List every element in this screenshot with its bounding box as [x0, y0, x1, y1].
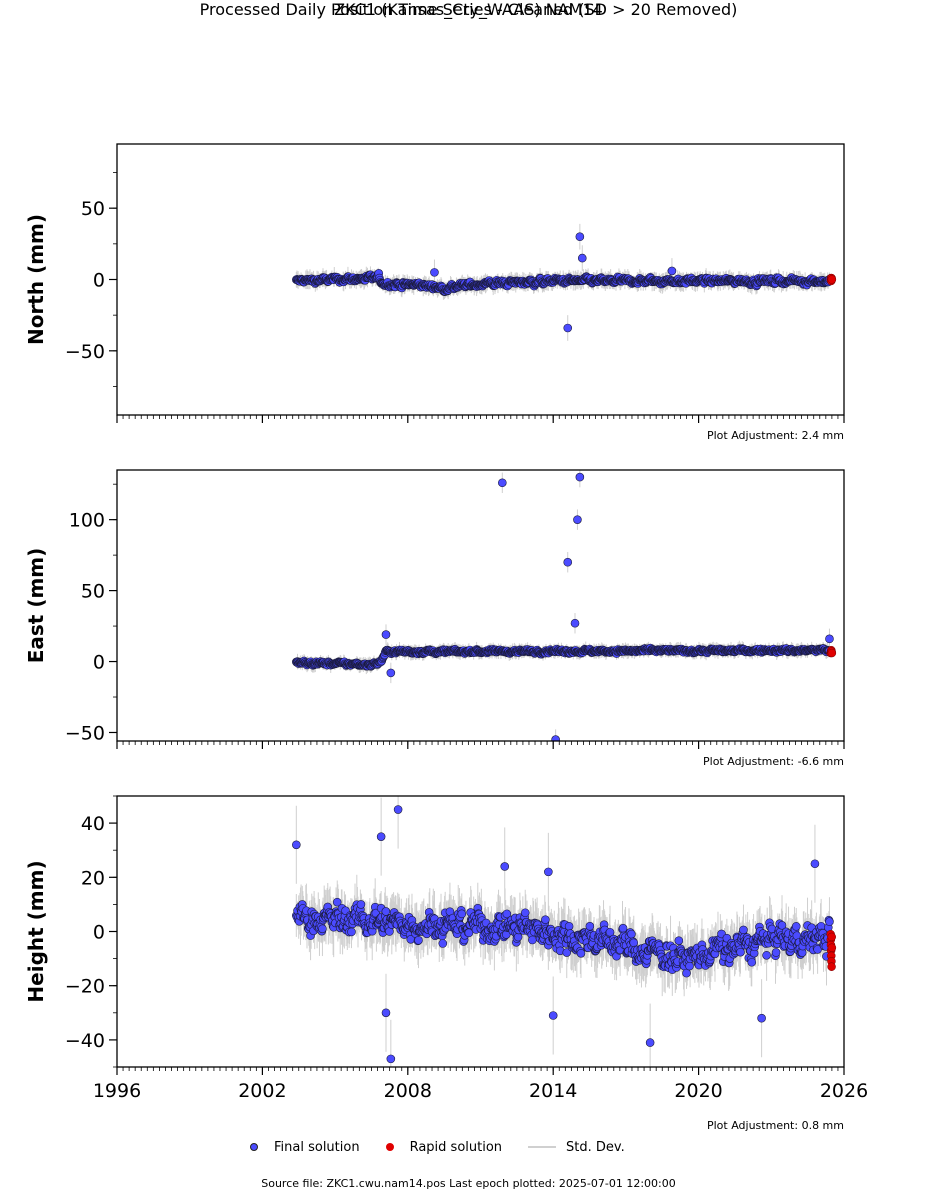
north-rapid-point — [827, 275, 837, 284]
east-plot-area — [292, 470, 837, 741]
north-y-ticks: −50 0 50 — [65, 172, 117, 387]
east-panel: −50 0 50 100 East (mm) — [24, 469, 845, 749]
east-std-dev-bars — [295, 470, 830, 741]
height-plot-area — [292, 796, 837, 1067]
chart-title: ZKC1 (Kansas_Cty_WAAS) NAM14 — [334, 0, 603, 19]
north-y-tick-label: 0 — [93, 270, 105, 292]
north-y-tick-label: 50 — [81, 198, 105, 220]
north-y-tick-label: −50 — [65, 341, 105, 363]
east-axes-frame — [116, 469, 845, 742]
east-y-tick-label: 100 — [69, 510, 105, 532]
east-x-ticks — [116, 741, 845, 749]
east-final-point — [563, 557, 573, 567]
east-final-point — [498, 478, 507, 488]
east-final-point — [386, 668, 396, 678]
height-final-point — [318, 924, 327, 934]
height-final-point — [356, 900, 366, 909]
east-y-tick-label: −50 — [65, 722, 105, 744]
height-panel: 1996 2002 2008 2014 2020 2026−40−2002040Heigh… — [24, 795, 868, 1102]
north-final-point — [430, 268, 439, 277]
north-final-point — [577, 253, 587, 263]
east-y-tick-label: 0 — [93, 652, 105, 674]
east-y-axis-label: East (mm) — [24, 548, 48, 664]
north-panel: −50 0 50 North (mm) — [24, 143, 845, 423]
east-final-points — [292, 472, 834, 741]
east-rapid-points — [826, 645, 837, 658]
east-final-point — [570, 618, 580, 628]
east-y-ticks: −50 0 50 100 — [65, 483, 117, 744]
height-final-point — [332, 897, 342, 907]
north-final-point — [667, 266, 677, 276]
north-rapid-points — [826, 273, 837, 286]
east-final-point — [551, 735, 560, 741]
east-final-point — [575, 472, 585, 482]
height-final-points — [292, 805, 834, 1064]
height-final-point — [347, 927, 356, 937]
north-x-ticks — [116, 415, 845, 423]
east-final-point — [825, 634, 834, 644]
north-final-points — [292, 232, 834, 333]
east-y-tick-label: 50 — [81, 581, 105, 603]
east-rapid-point — [827, 648, 837, 658]
north-plot-area — [292, 223, 837, 341]
chart-subtitle: Processed Daily Position Time Series - C… — [199, 0, 738, 19]
north-final-point — [563, 323, 573, 333]
north-final-point — [575, 232, 585, 242]
east-final-point — [573, 515, 582, 524]
north-y-axis-label: North (mm) — [24, 214, 48, 345]
east-final-point — [381, 630, 391, 639]
